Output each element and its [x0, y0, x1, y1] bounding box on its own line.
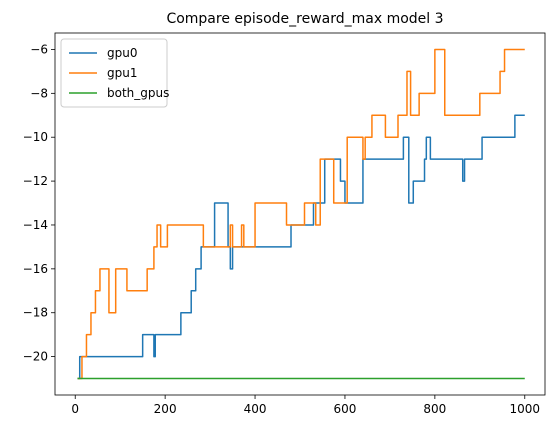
series-line-gpu0	[77, 114, 525, 380]
y-tick-label: −14	[23, 218, 48, 232]
x-tick-label: 800	[423, 402, 446, 416]
legend-box	[60, 38, 168, 108]
x-tick-label: 400	[244, 402, 267, 416]
x-tick-label: 1000	[509, 402, 540, 416]
legend-label-gpu1: gpu1	[107, 66, 137, 80]
chart-title: Compare episode_reward_max model 3	[166, 11, 443, 27]
y-tick-label: −20	[23, 350, 48, 364]
x-tick-label: 200	[154, 402, 177, 416]
plot-frame	[54, 32, 546, 396]
series-layer	[77, 48, 525, 380]
y-tick-label: −12	[23, 174, 48, 188]
y-tick-label: −6	[30, 42, 48, 56]
y-tick-label: −8	[30, 86, 48, 100]
legend-label-both_gpus: both_gpus	[107, 86, 169, 100]
x-tick-label: 600	[334, 402, 357, 416]
y-tick-label: −18	[23, 306, 48, 320]
x-tick-label: 0	[71, 402, 79, 416]
axes-layer: 0 200 400 600 800 1000 −20 −18 −16 −14 −12 −10 −8 −6	[23, 32, 546, 416]
series-line-gpu1	[77, 48, 525, 380]
legend-label-gpu0: gpu0	[107, 46, 137, 60]
y-tick-label: −16	[23, 262, 48, 276]
y-tick-label: −10	[23, 130, 48, 144]
legend: gpu0 gpu1 both_gpus	[60, 38, 169, 108]
